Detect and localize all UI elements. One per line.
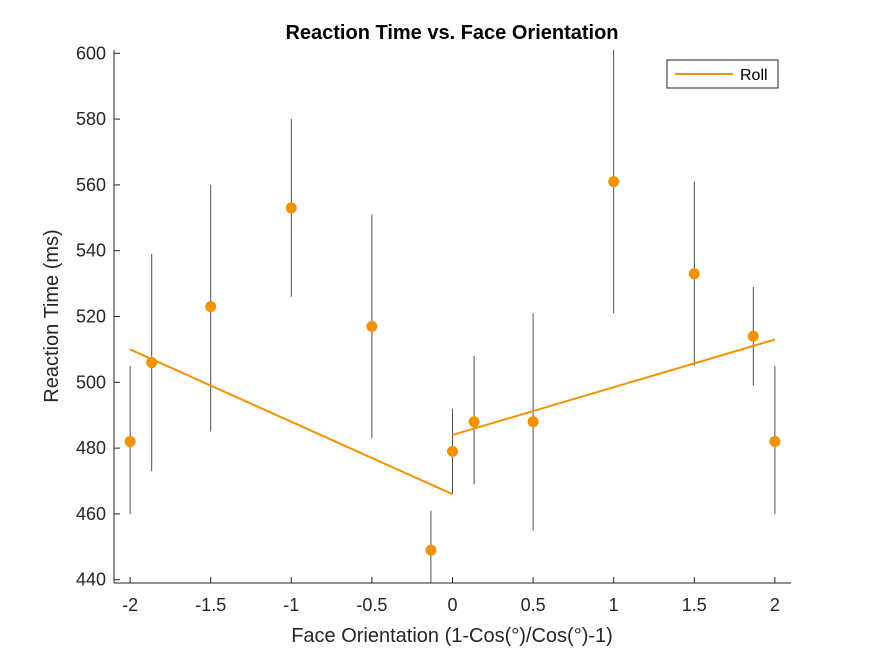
y-tick-label: 520 (76, 307, 106, 327)
x-tick-label: 0 (447, 595, 457, 615)
y-axis-label: Reaction Time (ms) (41, 229, 63, 402)
data-point (769, 436, 781, 448)
x-tick-label: -0.5 (356, 595, 387, 615)
legend: Roll (666, 59, 779, 89)
x-tick-label: 2 (770, 595, 780, 615)
fit-line-roll (452, 338, 776, 436)
x-tick-label: 1 (609, 595, 619, 615)
fit-lines (129, 338, 776, 496)
legend-label: Roll (740, 67, 768, 84)
data-point (124, 436, 136, 448)
y-tick-label: 500 (76, 372, 106, 392)
data-point (468, 416, 480, 428)
x-tick-label: 1.5 (682, 595, 707, 615)
data-point (205, 301, 217, 313)
data-point (285, 202, 297, 214)
axes: -2 -1.5 -1 -0.5 0 0.5 1 1.5 2 440 460 480 500 520 540 5… (76, 43, 791, 615)
data-point (366, 320, 378, 332)
y-tick-label: 560 (76, 175, 106, 195)
data-points (124, 176, 781, 556)
data-point (688, 268, 700, 280)
x-axis-label: Face Orientation (1-Cos(°)/Cos(°)-1) (291, 625, 613, 647)
y-tick-label: 540 (76, 241, 106, 261)
y-tick-label: 440 (76, 570, 106, 590)
data-point (747, 330, 759, 342)
x-tick-label: -2 (122, 595, 138, 615)
data-point (527, 416, 539, 428)
y-tick-label: 580 (76, 109, 106, 129)
y-tick-label: 460 (76, 504, 106, 524)
error-bars (129, 50, 776, 583)
fit-line-roll (129, 348, 453, 496)
data-point (447, 445, 458, 457)
y-tick-label: 600 (76, 43, 106, 63)
data-point (146, 357, 158, 369)
chart-title: Reaction Time vs. Face Orientation (285, 22, 618, 44)
data-point (608, 176, 620, 188)
x-tick-label: 0.5 (521, 595, 546, 615)
x-tick-label: -1.5 (195, 595, 226, 615)
data-point (425, 544, 437, 556)
x-tick-label: -1 (283, 595, 299, 615)
y-tick-label: 480 (76, 438, 106, 458)
